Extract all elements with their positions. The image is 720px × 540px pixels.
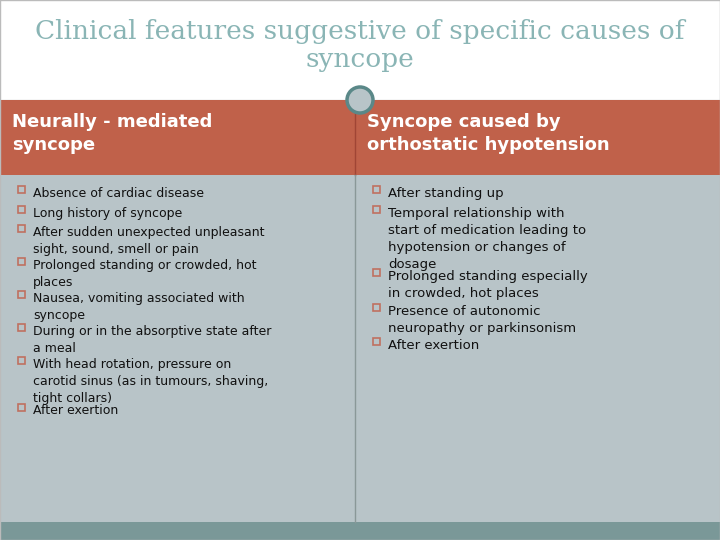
FancyBboxPatch shape [0,522,720,540]
Text: Presence of autonomic
neuropathy or parkinsonism: Presence of autonomic neuropathy or park… [388,305,576,335]
Text: During or in the absorptive state after
a meal: During or in the absorptive state after … [33,325,271,355]
Text: Clinical features suggestive of specific causes of: Clinical features suggestive of specific… [35,19,685,44]
Text: Neurally - mediated
syncope: Neurally - mediated syncope [12,113,212,154]
FancyBboxPatch shape [0,0,720,100]
Text: Prolonged standing or crowded, hot
places: Prolonged standing or crowded, hot place… [33,259,256,289]
FancyBboxPatch shape [0,175,720,522]
Text: After exertion: After exertion [33,404,118,417]
Text: Long history of syncope: Long history of syncope [33,206,182,219]
Text: After exertion: After exertion [388,339,480,352]
Text: syncope: syncope [305,48,415,72]
Text: With head rotation, pressure on
carotid sinus (as in tumours, shaving,
tight col: With head rotation, pressure on carotid … [33,358,269,405]
Text: Nausea, vomiting associated with
syncope: Nausea, vomiting associated with syncope [33,292,245,322]
Text: Syncope caused by
orthostatic hypotension: Syncope caused by orthostatic hypotensio… [367,113,610,154]
Text: After standing up: After standing up [388,187,503,200]
Text: Prolonged standing especially
in crowded, hot places: Prolonged standing especially in crowded… [388,270,588,300]
Circle shape [347,87,373,113]
Text: After sudden unexpected unpleasant
sight, sound, smell or pain: After sudden unexpected unpleasant sight… [33,226,264,256]
Text: Absence of cardiac disease: Absence of cardiac disease [33,187,204,200]
Text: Temporal relationship with
start of medication leading to
hypotension or changes: Temporal relationship with start of medi… [388,207,586,271]
FancyBboxPatch shape [0,100,720,175]
